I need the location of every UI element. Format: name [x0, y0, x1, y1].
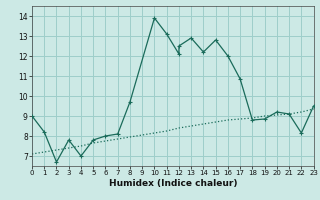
X-axis label: Humidex (Indice chaleur): Humidex (Indice chaleur) [108, 179, 237, 188]
